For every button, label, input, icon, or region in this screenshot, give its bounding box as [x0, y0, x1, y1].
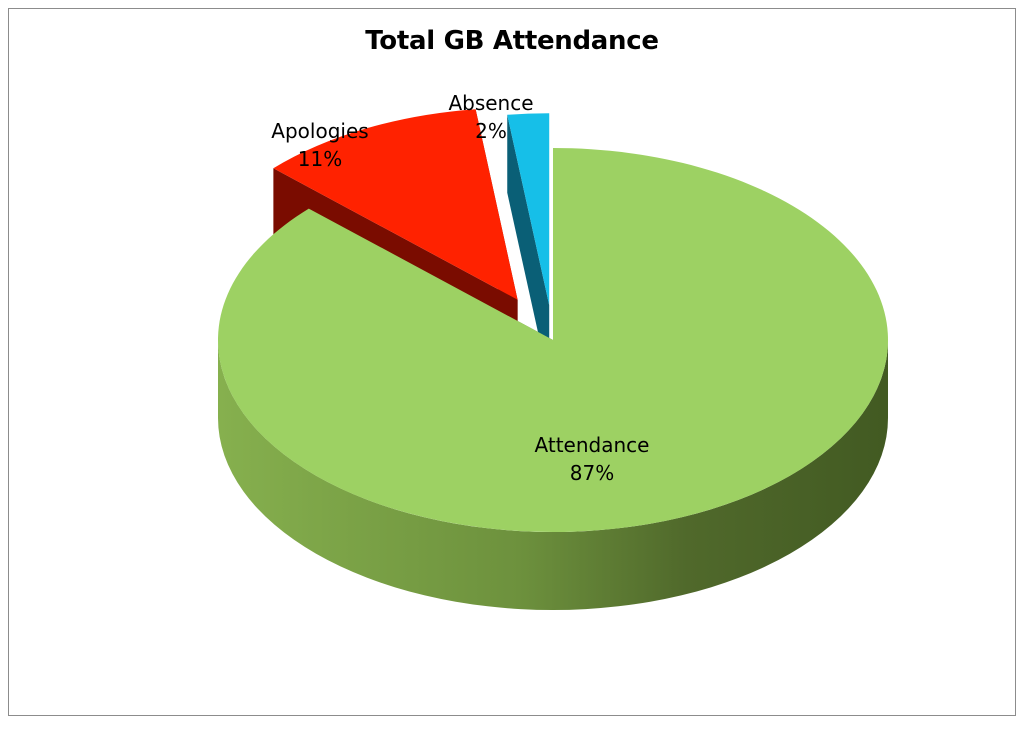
data-label-2-percent: 2% [475, 119, 507, 143]
data-label-0-percent: 87% [570, 461, 614, 485]
data-label-0-category: Attendance [535, 433, 650, 457]
slice-1-top [273, 109, 518, 300]
pie-labels: Attendance 87% Apologies 11% Absence 2% [271, 91, 649, 485]
chart-title: Total GB Attendance [365, 26, 659, 56]
slice-0-rim [218, 340, 888, 610]
slice-2-top [507, 113, 550, 306]
slice-0-top [217, 148, 888, 532]
data-label-1-category: Apologies [271, 119, 368, 143]
slice-2-cut-face-start [507, 114, 550, 384]
pie-slices [217, 109, 888, 610]
data-label-2-category: Absence [448, 91, 533, 115]
data-label-1-percent: 11% [298, 147, 342, 171]
